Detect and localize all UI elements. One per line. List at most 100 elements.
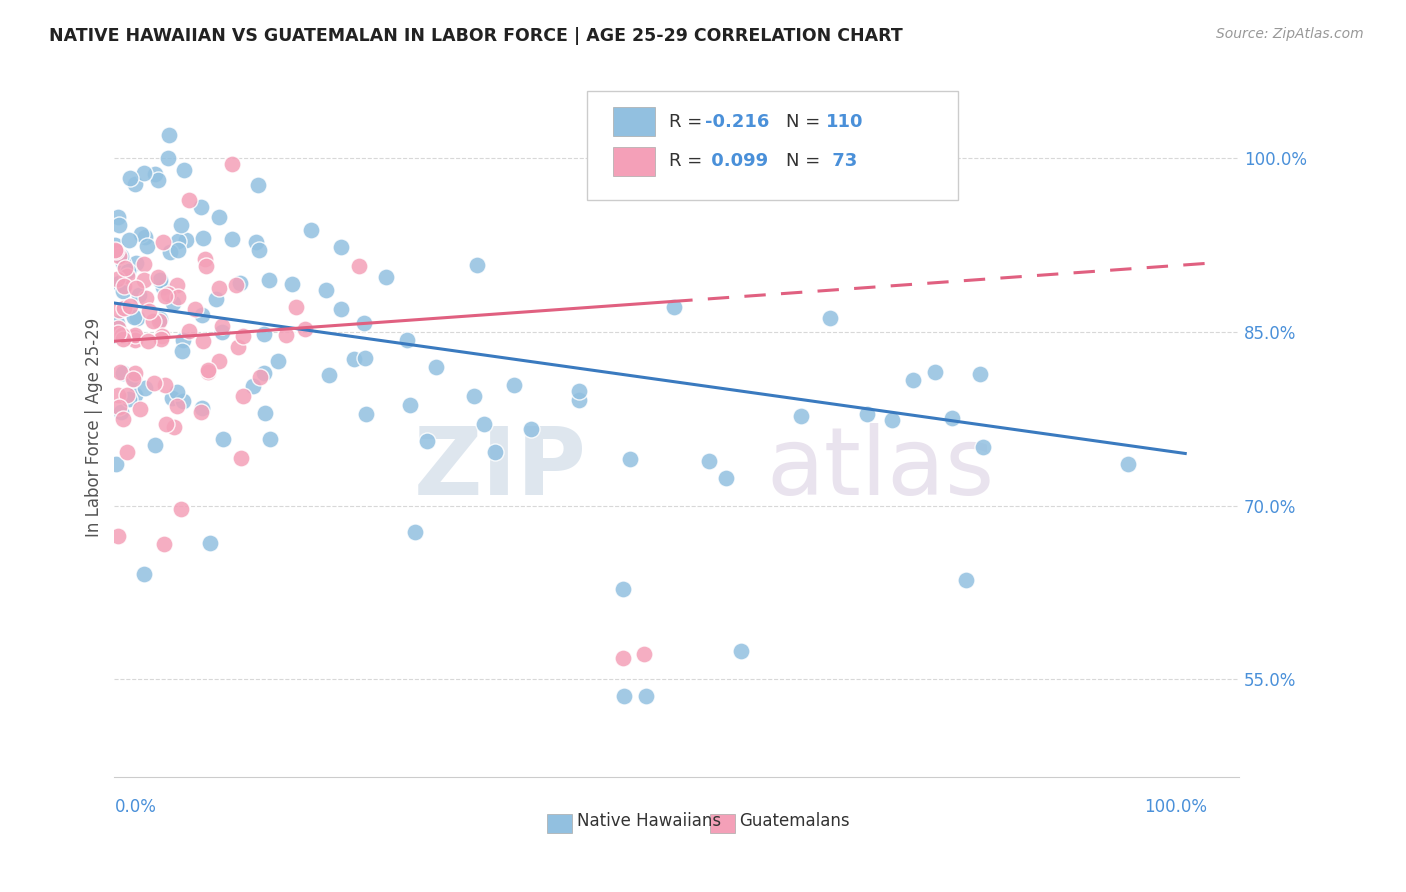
Point bbox=[174, 234, 197, 248]
Text: 0.0%: 0.0% bbox=[114, 798, 156, 816]
Point bbox=[110, 249, 132, 263]
Point bbox=[374, 270, 396, 285]
Point bbox=[197, 365, 219, 379]
Point bbox=[112, 301, 135, 315]
FancyBboxPatch shape bbox=[547, 814, 572, 833]
Point bbox=[120, 299, 142, 313]
Point bbox=[107, 401, 129, 415]
Point bbox=[503, 377, 526, 392]
Point bbox=[149, 273, 172, 287]
Text: Source: ZipAtlas.com: Source: ZipAtlas.com bbox=[1216, 27, 1364, 41]
Point bbox=[267, 354, 290, 368]
Point bbox=[111, 328, 134, 343]
Point bbox=[117, 392, 139, 406]
Point bbox=[129, 227, 152, 241]
Point bbox=[107, 277, 129, 291]
Point bbox=[354, 351, 377, 365]
Text: 73: 73 bbox=[827, 153, 858, 170]
Point bbox=[107, 218, 129, 232]
Point bbox=[167, 234, 190, 248]
Point bbox=[969, 368, 991, 382]
Point bbox=[882, 413, 904, 427]
Point bbox=[699, 453, 721, 467]
Point bbox=[299, 222, 322, 236]
Point bbox=[396, 334, 419, 348]
Point bbox=[112, 278, 135, 293]
Point bbox=[166, 290, 188, 304]
Point bbox=[613, 690, 636, 704]
Point bbox=[127, 310, 149, 325]
FancyBboxPatch shape bbox=[710, 814, 735, 833]
Point bbox=[111, 332, 134, 346]
Point bbox=[204, 292, 226, 306]
Point bbox=[138, 304, 160, 318]
Point bbox=[425, 359, 447, 374]
Point bbox=[249, 244, 271, 258]
Point bbox=[149, 332, 172, 346]
Point bbox=[190, 405, 212, 419]
Point bbox=[257, 273, 280, 287]
Point bbox=[146, 173, 169, 187]
Point bbox=[315, 284, 337, 298]
Point bbox=[633, 647, 655, 661]
Point bbox=[955, 574, 977, 588]
Point bbox=[634, 690, 657, 704]
Point bbox=[619, 452, 641, 467]
Point bbox=[166, 278, 188, 293]
Point bbox=[349, 259, 371, 273]
Point bbox=[472, 417, 495, 432]
Point bbox=[249, 370, 271, 384]
Point bbox=[281, 277, 304, 292]
Point bbox=[183, 302, 205, 317]
Point bbox=[179, 194, 201, 208]
Point bbox=[211, 318, 233, 333]
Point bbox=[156, 287, 179, 301]
Point bbox=[167, 243, 190, 257]
Point bbox=[124, 177, 146, 191]
FancyBboxPatch shape bbox=[613, 147, 655, 176]
Point bbox=[117, 445, 139, 459]
Text: Guatemalans: Guatemalans bbox=[740, 812, 851, 830]
Point bbox=[157, 128, 180, 143]
Point bbox=[191, 231, 214, 245]
Point bbox=[155, 288, 177, 302]
Point bbox=[259, 432, 281, 446]
Text: N =: N = bbox=[786, 153, 825, 170]
Point bbox=[172, 344, 194, 359]
Point bbox=[143, 167, 166, 181]
Point bbox=[104, 327, 127, 342]
Point bbox=[612, 651, 634, 665]
Point bbox=[520, 422, 543, 436]
Point bbox=[662, 300, 685, 314]
Point bbox=[318, 368, 340, 383]
Point bbox=[153, 378, 176, 392]
Point bbox=[170, 501, 193, 516]
Point bbox=[231, 451, 253, 466]
Point bbox=[107, 388, 129, 402]
Text: Native Hawaiians: Native Hawaiians bbox=[576, 812, 721, 830]
Point bbox=[105, 316, 128, 330]
Point bbox=[107, 210, 129, 224]
Point bbox=[122, 372, 145, 386]
Point bbox=[245, 235, 267, 249]
Point bbox=[253, 326, 276, 341]
Point bbox=[972, 441, 994, 455]
Point bbox=[242, 379, 264, 393]
Point bbox=[194, 252, 217, 266]
Point bbox=[111, 256, 134, 270]
Point bbox=[155, 417, 177, 431]
Point bbox=[104, 244, 127, 258]
Point bbox=[224, 277, 246, 292]
Point bbox=[112, 284, 135, 298]
Point bbox=[104, 457, 127, 471]
Point bbox=[146, 270, 169, 285]
Point bbox=[177, 324, 200, 338]
Point bbox=[221, 157, 243, 171]
Point bbox=[149, 312, 172, 326]
Point bbox=[124, 366, 146, 380]
Point bbox=[714, 471, 737, 485]
Point bbox=[122, 330, 145, 344]
Point bbox=[198, 536, 221, 550]
Point bbox=[166, 384, 188, 399]
Point bbox=[294, 322, 316, 336]
